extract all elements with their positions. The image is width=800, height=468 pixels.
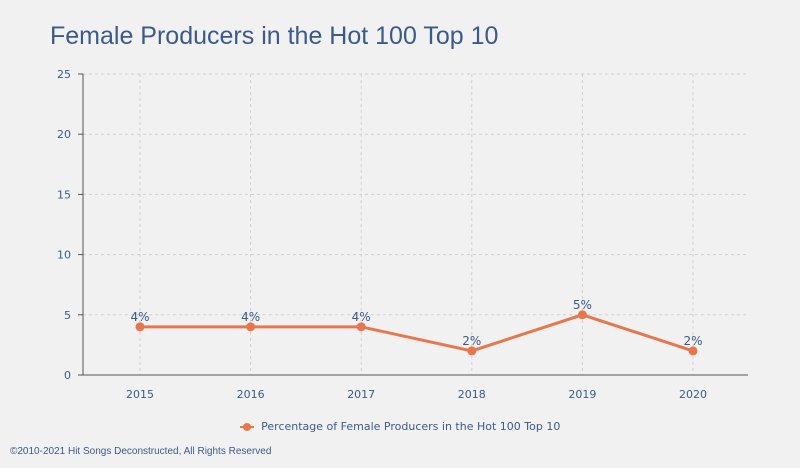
x-tick-label: 2015 <box>126 388 154 401</box>
x-tick-label: 2017 <box>347 388 375 401</box>
legend[interactable]: Percentage of Female Producers in the Ho… <box>0 420 800 433</box>
y-tick-label: 5 <box>64 309 71 322</box>
data-point <box>577 310 587 320</box>
series-line <box>140 313 694 353</box>
data-label: 2% <box>683 334 702 348</box>
data-point <box>356 322 366 332</box>
x-tick-label: 2018 <box>458 388 486 401</box>
y-tick-label: 0 <box>64 369 71 382</box>
data-label: 2% <box>462 334 481 348</box>
axes <box>78 73 748 376</box>
y-tick-label: 20 <box>57 128 71 141</box>
chart-title: Female Producers in the Hot 100 Top 10 <box>50 22 499 50</box>
data-point <box>135 322 145 332</box>
x-tick-label: 2016 <box>237 388 265 401</box>
data-point <box>688 346 698 356</box>
grid-lines <box>83 73 748 375</box>
legend-marker-icon <box>239 423 254 431</box>
data-point <box>246 322 256 332</box>
x-tick-label: 2020 <box>679 388 707 401</box>
data-label: 4% <box>130 310 149 324</box>
data-label: 5% <box>573 298 592 312</box>
series-layer: 4% 4% 4% 2% 5% 2% <box>130 298 703 356</box>
x-tick-labels: 2015 2016 2017 2018 2019 2020 <box>126 388 707 401</box>
data-point <box>467 346 477 356</box>
legend-label: Percentage of Female Producers in the Ho… <box>261 420 561 433</box>
y-tick-label: 15 <box>57 188 71 201</box>
y-tick-labels: 0 5 10 15 20 25 <box>57 68 71 382</box>
copyright-footer: ©2010-2021 Hit Songs Deconstructed, All … <box>10 446 272 457</box>
y-tick-label: 10 <box>57 249 71 262</box>
data-label: 4% <box>241 310 260 324</box>
x-tick-label: 2019 <box>568 388 596 401</box>
data-label: 4% <box>352 310 371 324</box>
y-tick-label: 25 <box>57 68 71 81</box>
